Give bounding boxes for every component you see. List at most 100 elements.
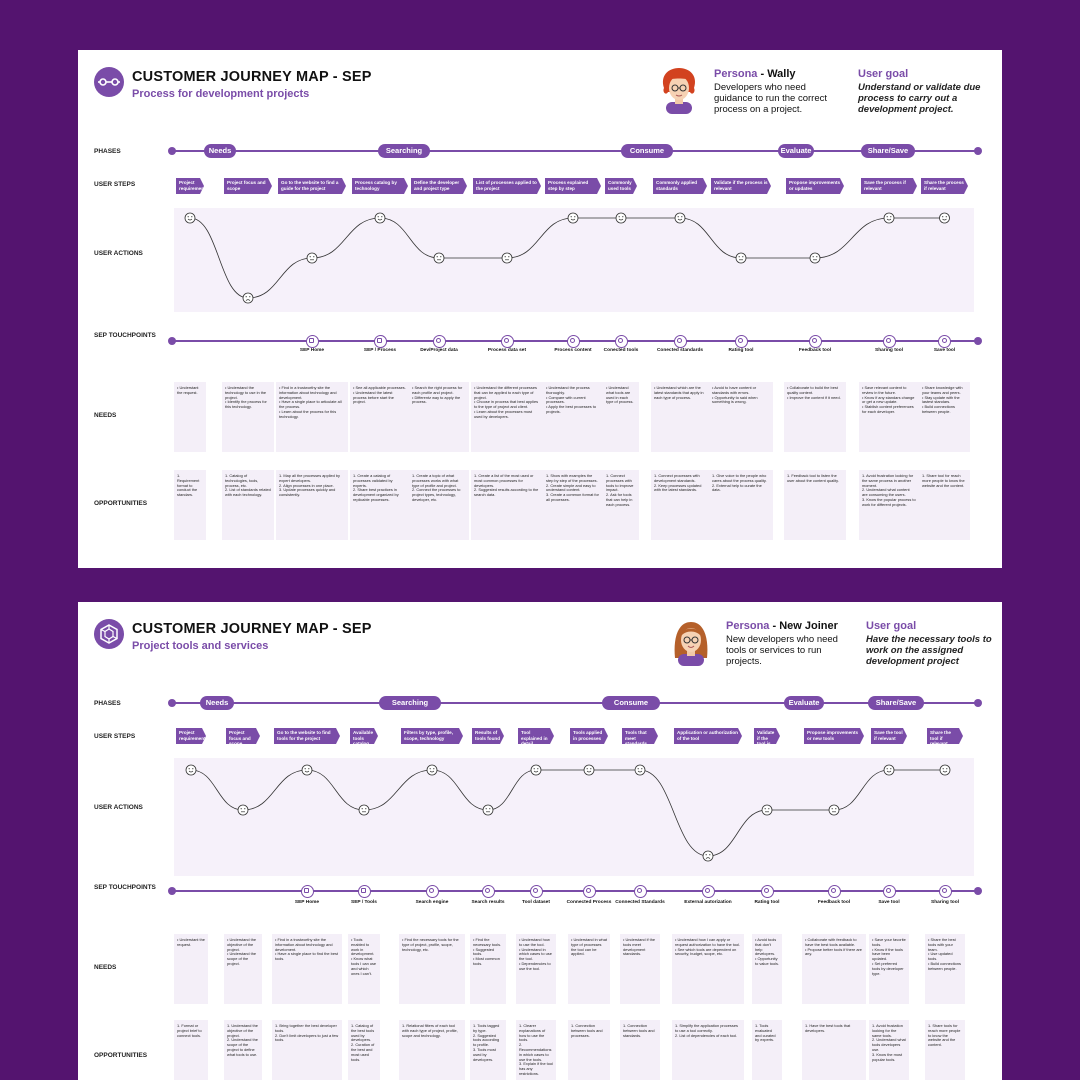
opportunity-cell: 1. Catalog of the best tools used by dev… <box>348 1020 380 1080</box>
user-step: Process explained step by step <box>545 178 601 194</box>
opportunity-cell: 1. Give voice to the people who cares ab… <box>709 470 773 540</box>
touchpoints-line-end-dot <box>168 337 176 345</box>
journey-map-card-tools: CUSTOMER JOURNEY MAP - SEP Project tools… <box>78 602 1002 1080</box>
emotion-happy-face-icon <box>374 212 386 224</box>
touchpoint-icon <box>938 334 951 348</box>
touchpoint-icon <box>481 884 495 898</box>
touchpoint-icon <box>614 334 628 348</box>
user-step: Go to the website to find tools for the … <box>274 728 340 744</box>
row-label-actions: USER ACTIONS <box>94 804 143 811</box>
emotion-curve-chart <box>184 212 950 304</box>
need-cell: • Understand the process thoroughly. • C… <box>543 382 603 452</box>
touchpoint-label: Feedback tool <box>817 900 851 905</box>
row-label-touchpoints: SEP TOUCHPOINTS <box>94 884 156 891</box>
touchpoint-label: SEP Home <box>294 900 320 905</box>
user-step: Tools that meet standards <box>622 728 658 744</box>
touchpoint-icon <box>373 334 387 348</box>
emotion-sad-face-icon <box>242 292 254 304</box>
opportunity-cell: 1. Have the best tools that developers. <box>802 1020 866 1080</box>
phases-line-end-dot <box>168 147 176 155</box>
phase-evaluate: Evaluate <box>784 696 824 710</box>
emotion-neutral-face-icon <box>761 804 773 816</box>
need-cell: • Find in a trustworthy site the informa… <box>276 382 348 452</box>
user-goal-label: User goal <box>858 68 909 80</box>
user-step: Save the process if relevant <box>861 178 917 194</box>
persona-block: Persona - Wally Developers who need guid… <box>714 68 844 116</box>
need-cell: • Understant the request. <box>174 934 208 1004</box>
emotion-curve-line <box>189 217 945 299</box>
emotion-neutral-face-icon <box>433 252 445 264</box>
need-cell: • Collaborate with feedback to have the … <box>802 934 866 1004</box>
opportunity-cell: 1. Share tools for reach more people to … <box>925 1020 965 1080</box>
row-label-steps: USER STEPS <box>94 733 136 740</box>
touchpoint-icon <box>734 334 748 348</box>
emotion-neutral-face-icon <box>735 252 747 264</box>
phase-searching: Searching <box>379 696 441 710</box>
emotion-happy-face-icon <box>426 764 438 776</box>
touchpoint-icon <box>357 884 371 898</box>
emotion-sad-face-icon <box>702 850 714 862</box>
touchpoints-line-end-dot <box>974 887 982 895</box>
touchpoint-icon <box>882 884 896 898</box>
opportunity-cell: 1. Understand the objective of the proje… <box>224 1020 262 1080</box>
user-step: List of processes applied to the project <box>473 178 541 194</box>
map-logo-icon <box>94 619 124 649</box>
phase-evaluate: Evaluate <box>778 144 814 158</box>
row-label-steps: USER STEPS <box>94 181 136 188</box>
need-cell: • Understand what tools are used in each… <box>603 382 639 452</box>
page-title: CUSTOMER JOURNEY MAP - SEP <box>132 621 372 637</box>
touchpoint-icon <box>582 884 596 898</box>
touchpoint-icon <box>529 884 543 898</box>
user-goal-block: User goal Understand or validate due pro… <box>858 68 984 116</box>
emotion-neutral-face-icon <box>358 804 370 816</box>
opportunity-cell: 1. Connection between tools and processe… <box>568 1020 610 1080</box>
touchpoint-icon <box>673 334 687 348</box>
opportunity-cell: 1. Format or project brief to connect to… <box>174 1020 208 1080</box>
phases-line <box>172 702 978 704</box>
user-step: Project focus and scope <box>226 728 260 744</box>
user-step: Tool explained in detail <box>518 728 554 744</box>
need-cell: • Share knowledge with your teams and pe… <box>919 382 970 452</box>
touchpoint-icon <box>432 334 446 348</box>
need-cell: • Understant the request. <box>174 382 206 452</box>
emotion-happy-face-icon <box>883 764 895 776</box>
need-cell: • Save your favorite tools. • Know if th… <box>869 934 909 1004</box>
row-label-opportunities: OPPORTUNITIES <box>94 1052 148 1059</box>
need-cell: • Understand which are the latest standa… <box>651 382 709 452</box>
row-label-actions: USER ACTIONS <box>94 250 143 257</box>
need-cell: • Find the necessary tools for the type … <box>399 934 465 1004</box>
emotion-neutral-face-icon <box>482 804 494 816</box>
journey-map-card-process: CUSTOMER JOURNEY MAP - SEP Process for d… <box>78 50 1002 568</box>
touchpoint-icon <box>938 884 952 898</box>
emotion-neutral-face-icon <box>237 804 249 816</box>
opportunity-cell: 1. Connection between tools and standard… <box>620 1020 660 1080</box>
row-label-phases: PHASES <box>94 700 121 707</box>
touchpoint-label: Rating tool <box>754 900 780 905</box>
opportunity-cell: 1. Simplify the application processes to… <box>672 1020 744 1080</box>
user-goal-block: User goal Have the necessary tools to wo… <box>866 621 992 668</box>
emotion-happy-face-icon <box>530 764 542 776</box>
row-label-needs: NEEDS <box>94 964 117 971</box>
user-step: Go to the website to find a guide for th… <box>278 178 346 194</box>
touchpoint-icon <box>808 334 822 348</box>
touchpoint-label: Rating tool <box>728 348 754 353</box>
emotion-happy-face-icon <box>883 212 895 224</box>
persona-avatar <box>658 66 700 114</box>
user-step: Save the tool if relevant <box>871 728 907 744</box>
need-cell: • Understand in what type of processes t… <box>568 934 610 1004</box>
persona-avatar <box>670 618 712 666</box>
page-subtitle: Project tools and services <box>132 640 269 652</box>
opportunity-cell: 1. Connect processes with tools to impro… <box>603 470 639 540</box>
user-step: Project requirement <box>176 178 204 194</box>
emotion-neutral-face-icon <box>501 252 513 264</box>
emotion-happy-face-icon <box>184 212 196 224</box>
touchpoint-label: Process data set <box>487 348 527 353</box>
persona-name: New Joiner <box>779 620 838 632</box>
persona-label: Persona <box>714 68 758 80</box>
user-step: Project focus and scope <box>224 178 272 194</box>
touchpoint-label: Search results <box>471 900 505 905</box>
touchpoint-icon <box>633 884 647 898</box>
opportunity-cell: 1. Relational filters of each tool with … <box>399 1020 465 1080</box>
touchpoint-label: Save tool <box>878 900 900 905</box>
phase-share-save: Share/Save <box>861 144 915 158</box>
